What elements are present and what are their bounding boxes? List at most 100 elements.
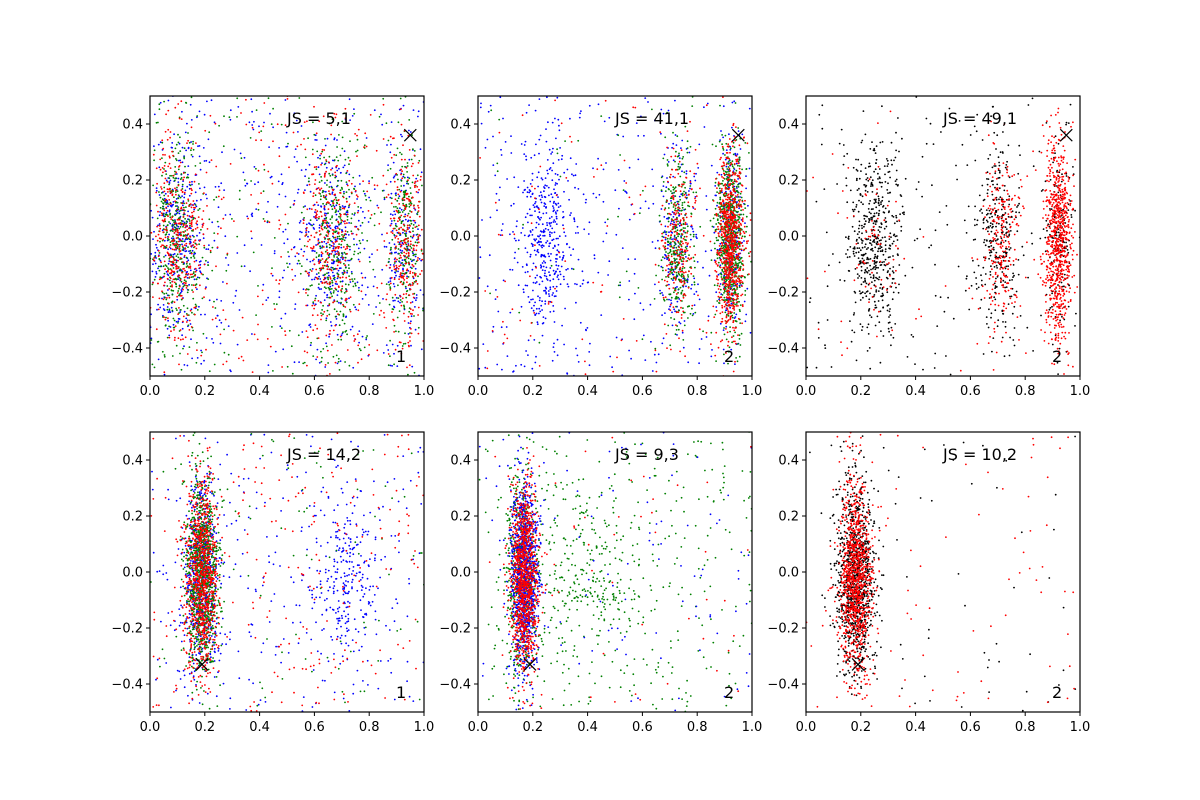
data-point <box>192 284 195 287</box>
data-point <box>403 273 406 275</box>
data-point <box>539 234 542 237</box>
data-point <box>227 325 230 327</box>
data-point <box>288 329 291 332</box>
data-point <box>187 210 190 213</box>
data-point <box>734 152 737 155</box>
data-point <box>181 297 184 300</box>
data-point <box>397 178 399 181</box>
data-point <box>166 285 169 287</box>
data-point <box>654 247 657 250</box>
data-point <box>205 286 207 289</box>
data-point <box>186 291 189 294</box>
data-point <box>265 211 268 214</box>
data-point <box>403 279 406 281</box>
data-point <box>272 140 274 143</box>
data-point <box>321 148 324 151</box>
data-point <box>177 184 180 187</box>
data-point <box>186 225 189 228</box>
data-point <box>660 132 662 135</box>
data-point <box>737 264 740 267</box>
data-point <box>156 308 158 311</box>
data-point <box>513 257 516 259</box>
data-point <box>677 296 680 299</box>
data-point <box>343 112 346 115</box>
data-point <box>172 228 175 231</box>
data-point <box>177 320 180 323</box>
data-point <box>331 249 334 252</box>
data-point <box>553 321 556 323</box>
data-point <box>184 226 187 229</box>
data-point <box>657 264 660 267</box>
data-point <box>557 278 560 281</box>
data-point <box>273 237 276 239</box>
data-point <box>327 278 330 281</box>
data-point <box>217 206 220 209</box>
data-point <box>554 184 557 186</box>
data-point <box>667 268 670 270</box>
data-point <box>165 229 168 232</box>
data-point <box>721 255 724 257</box>
data-point <box>356 155 358 158</box>
data-point <box>334 174 337 177</box>
data-point <box>190 149 192 152</box>
data-point <box>380 113 382 116</box>
data-point <box>223 115 225 118</box>
data-point <box>587 233 590 235</box>
data-point <box>706 102 709 105</box>
data-point <box>672 279 674 281</box>
data-point <box>532 204 535 207</box>
data-point <box>405 287 407 290</box>
data-point <box>553 244 556 247</box>
data-point <box>419 179 422 181</box>
data-point <box>326 296 328 299</box>
data-point <box>254 183 256 186</box>
data-point <box>405 256 408 259</box>
data-point <box>214 317 217 320</box>
data-point <box>407 284 410 287</box>
data-point <box>283 269 285 272</box>
data-point <box>744 320 747 323</box>
data-point <box>322 264 324 267</box>
data-point <box>333 254 335 257</box>
data-point <box>320 254 323 256</box>
data-point <box>178 285 181 288</box>
data-point <box>359 242 362 245</box>
data-point <box>538 152 540 155</box>
data-point <box>300 265 303 267</box>
data-point <box>184 189 187 192</box>
data-point <box>160 245 162 248</box>
data-point <box>397 231 400 234</box>
data-point <box>322 219 324 222</box>
data-point <box>398 310 401 312</box>
data-point <box>417 224 420 227</box>
data-point <box>526 251 529 254</box>
data-point <box>271 267 273 269</box>
data-point <box>671 146 673 149</box>
data-point <box>345 197 348 200</box>
data-point <box>377 294 380 297</box>
data-point <box>159 240 161 243</box>
data-point <box>667 207 670 209</box>
data-point <box>163 275 166 278</box>
data-point <box>328 155 331 158</box>
data-point <box>194 217 197 220</box>
data-point <box>679 166 681 169</box>
data-point <box>411 181 414 184</box>
data-point <box>179 352 181 355</box>
data-point <box>175 320 178 323</box>
data-point <box>552 221 555 223</box>
data-point <box>182 261 184 263</box>
data-point <box>517 239 520 242</box>
data-point <box>399 211 401 214</box>
data-point <box>549 167 552 169</box>
data-point <box>524 284 527 287</box>
data-point <box>182 246 185 249</box>
data-point <box>163 186 166 189</box>
data-point <box>358 348 361 350</box>
data-point <box>668 308 670 311</box>
data-point <box>323 291 326 294</box>
data-point <box>182 178 185 181</box>
data-point <box>155 204 158 207</box>
data-point <box>331 215 334 218</box>
data-point <box>193 251 196 254</box>
